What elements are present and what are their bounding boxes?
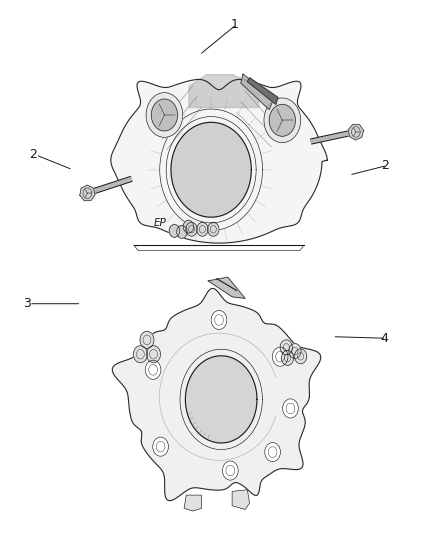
Polygon shape (247, 78, 278, 104)
Polygon shape (348, 124, 364, 140)
Circle shape (134, 346, 148, 363)
Circle shape (153, 437, 169, 456)
Circle shape (269, 104, 295, 136)
Circle shape (294, 349, 307, 364)
Text: EP: EP (154, 218, 166, 228)
Polygon shape (241, 74, 274, 110)
Polygon shape (171, 122, 251, 217)
Circle shape (146, 93, 183, 138)
Polygon shape (208, 277, 245, 298)
Circle shape (272, 347, 288, 366)
Polygon shape (184, 495, 201, 511)
Circle shape (223, 461, 238, 480)
Circle shape (151, 99, 177, 131)
Circle shape (208, 222, 219, 236)
Polygon shape (112, 288, 321, 500)
Text: 4: 4 (380, 332, 388, 345)
Polygon shape (80, 185, 95, 201)
Circle shape (147, 346, 160, 363)
Circle shape (140, 332, 154, 349)
Circle shape (289, 344, 301, 359)
Text: 3: 3 (23, 297, 31, 310)
Circle shape (280, 340, 292, 355)
Polygon shape (232, 490, 250, 510)
Circle shape (211, 310, 227, 329)
Text: 2: 2 (29, 148, 37, 161)
Circle shape (169, 224, 180, 237)
Circle shape (197, 222, 208, 236)
Circle shape (183, 220, 194, 233)
Circle shape (265, 442, 280, 462)
Polygon shape (185, 356, 257, 443)
Circle shape (264, 98, 300, 143)
Text: 2: 2 (381, 159, 389, 172)
Circle shape (283, 399, 298, 418)
Circle shape (177, 225, 187, 238)
Circle shape (145, 360, 161, 379)
Polygon shape (111, 79, 327, 243)
Circle shape (186, 222, 197, 236)
Text: 1: 1 (230, 18, 238, 31)
Circle shape (282, 351, 293, 366)
